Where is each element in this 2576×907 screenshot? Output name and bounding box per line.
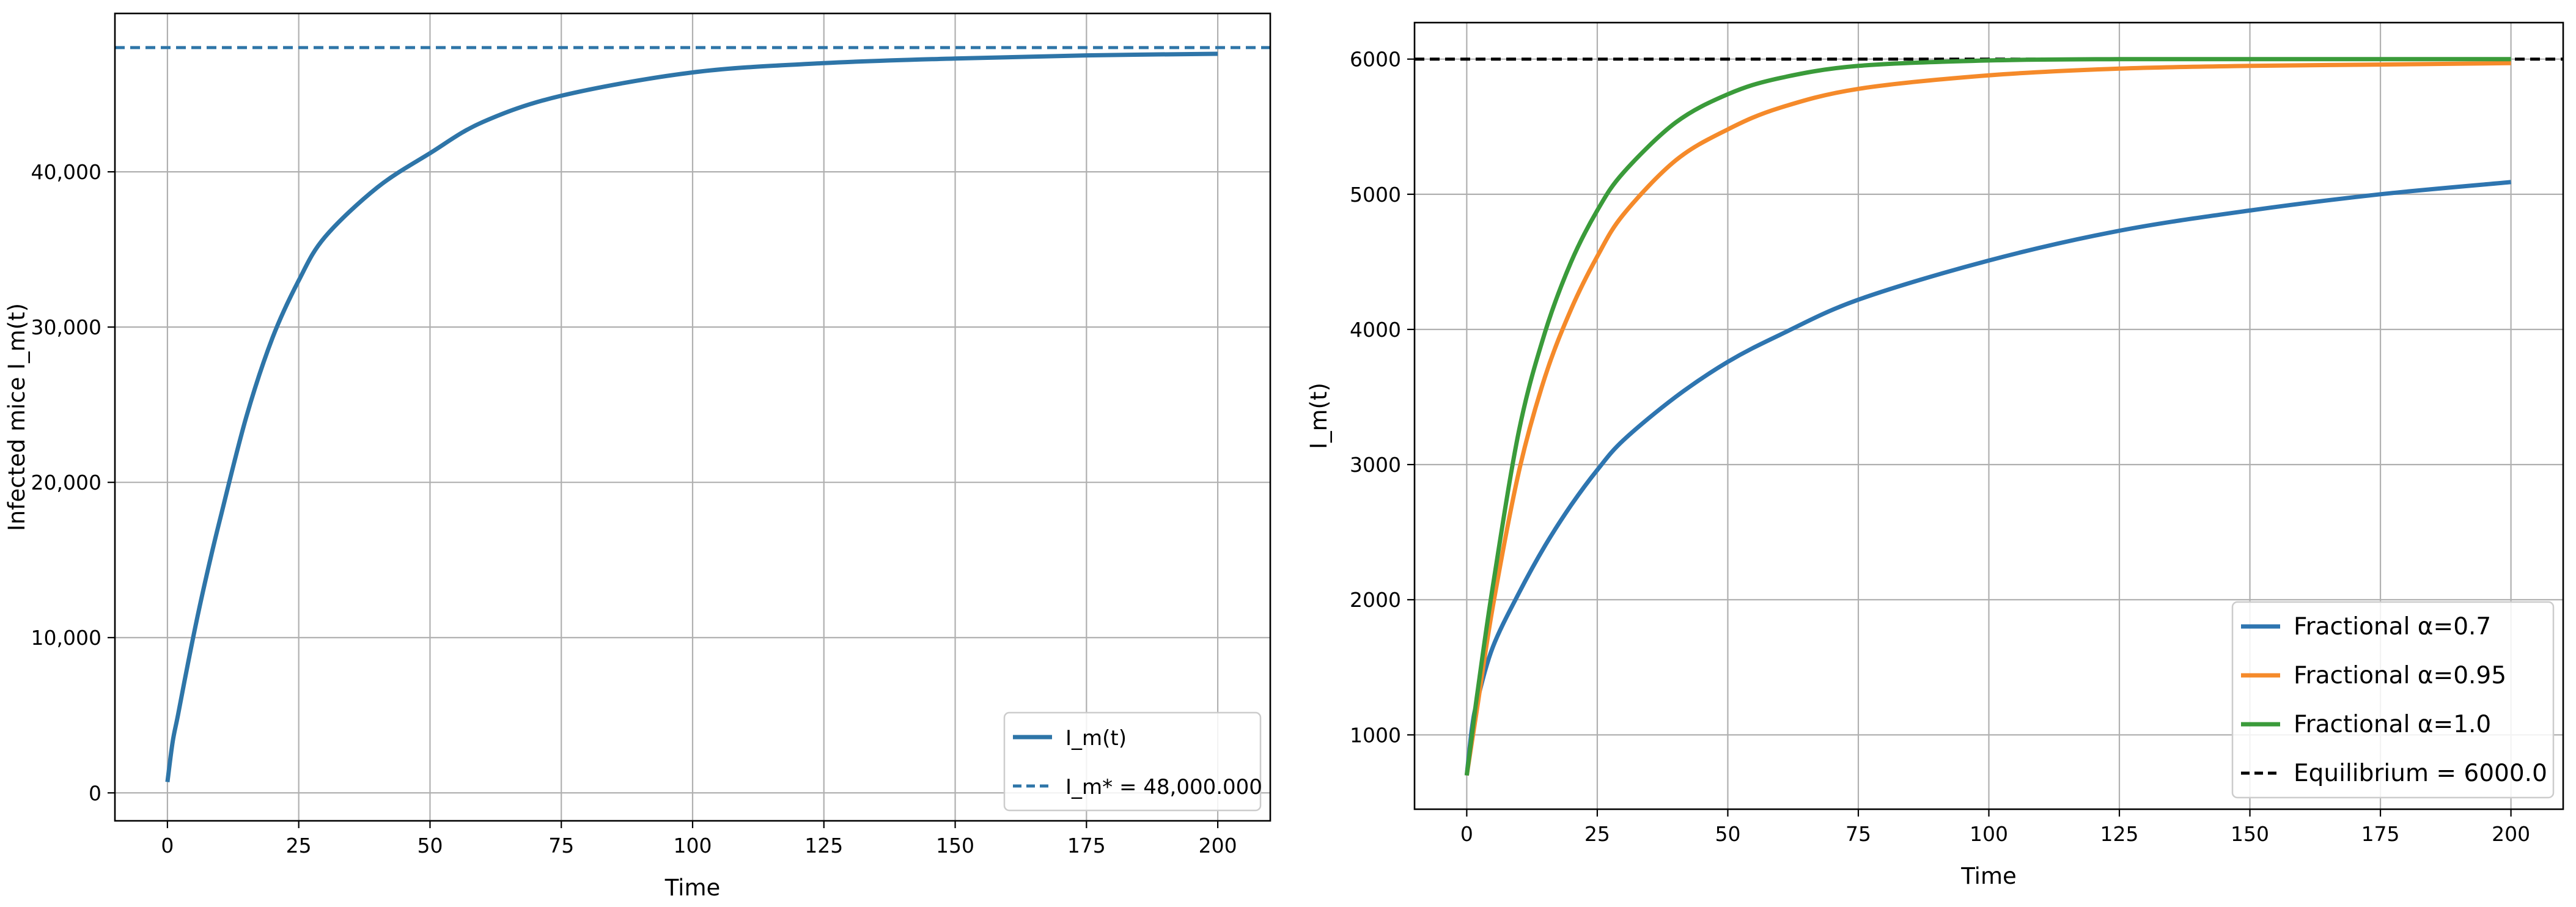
y-tick-label: 6000 — [1350, 48, 1401, 72]
legend-label: I_m(t) — [1065, 726, 1127, 751]
y-axis-label: I_m(t) — [1306, 383, 1332, 449]
x-tick-label: 25 — [1584, 822, 1610, 846]
y-tick-label: 0 — [89, 781, 101, 805]
legend-box — [2231, 601, 2555, 799]
axes-frame — [114, 12, 1271, 822]
x-tick-label: 50 — [1715, 822, 1740, 846]
x-tick-label: 75 — [1846, 822, 1871, 846]
legend-label: Fractional α=0.7 — [2294, 613, 2491, 641]
x-tick-label: 100 — [674, 834, 712, 857]
x-tick-label: 175 — [2361, 822, 2400, 846]
legend: I_m(t) I_m* = 48,000.000 — [1003, 711, 1262, 812]
x-tick-label: 25 — [286, 834, 312, 857]
series-line — [1464, 57, 2511, 776]
x-axis-label: Time — [664, 875, 721, 901]
x-tick-label: 125 — [804, 834, 843, 857]
y-tick-label: 5000 — [1350, 183, 1401, 207]
chart-panel-2: 0 25 50 75 100 125 150 175 200 1000 2000 3000 4000 50… — [1306, 21, 2564, 889]
x-tick-label: 100 — [1970, 822, 2008, 846]
y-tick-label: 40,000 — [31, 160, 101, 184]
y-axis-label: Infected mice I_m(t) — [4, 303, 30, 531]
x-tick-label: 150 — [936, 834, 974, 857]
x-tick-label: 0 — [1460, 822, 1473, 846]
x-tick-label: 0 — [161, 834, 174, 857]
y-tick-label: 3000 — [1350, 453, 1401, 477]
legend-label: Fractional α=1.0 — [2294, 711, 2491, 738]
x-tick-label: 175 — [1067, 834, 1106, 857]
x-tick-label: 150 — [2231, 822, 2269, 846]
x-tick-label: 200 — [2492, 822, 2530, 846]
legend: Fractional α=0.7 Fractional α=0.95 Fractio… — [2231, 601, 2555, 799]
y-tick-label: 30,000 — [31, 315, 101, 339]
legend-label: I_m* = 48,000.000 — [1065, 775, 1262, 799]
y-tick-label: 1000 — [1350, 723, 1401, 747]
y-tick-label: 4000 — [1350, 318, 1401, 342]
x-tick-label: 200 — [1199, 834, 1237, 857]
legend-label: Equilibrium = 6000.0 — [2294, 760, 2547, 787]
y-tick-label: 2000 — [1350, 588, 1401, 612]
x-axis-label: Time — [1960, 863, 2017, 889]
series-line — [1464, 61, 2511, 776]
axes-frame — [1413, 21, 2564, 810]
plot-data — [1415, 57, 2563, 776]
legend-box — [1003, 711, 1262, 812]
series-line — [1464, 180, 2511, 776]
x-tick-label: 50 — [417, 834, 443, 857]
chart-panel-1: 0 25 50 75 100 125 150 175 200 0 10,000 20,000 30,00… — [4, 12, 1271, 901]
y-tick-label: 20,000 — [31, 471, 101, 494]
x-tick-label: 75 — [548, 834, 574, 857]
y-tick-label: 10,000 — [31, 626, 101, 650]
legend-label: Fractional α=0.95 — [2294, 662, 2506, 689]
series-line — [165, 51, 1218, 782]
plot-data — [115, 46, 1270, 782]
x-tick-label: 125 — [2100, 822, 2139, 846]
